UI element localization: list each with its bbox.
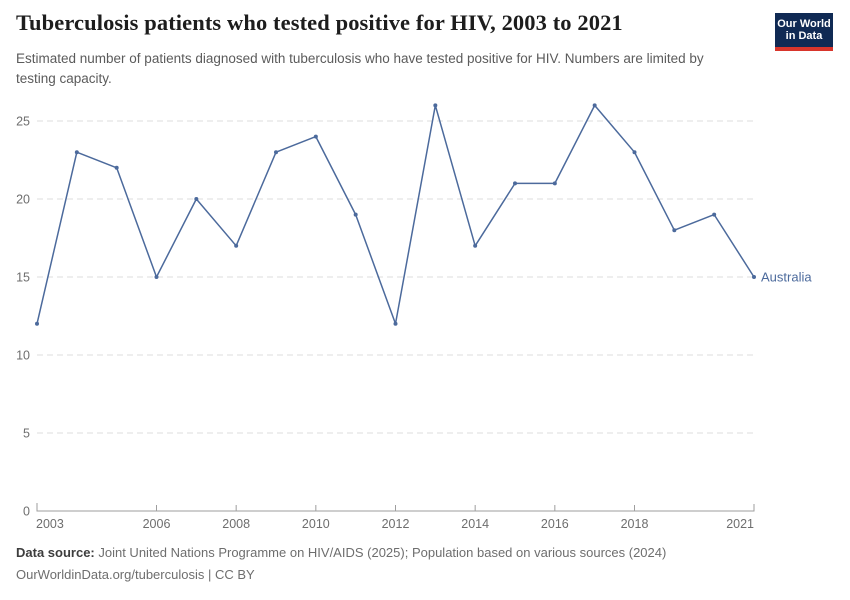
entity-label[interactable]: Australia — [761, 270, 812, 285]
data-point-marker[interactable] — [473, 243, 478, 248]
data-point-marker[interactable] — [234, 243, 239, 248]
y-tick-label: 15 — [16, 271, 30, 285]
owid-logo-line2: in Data — [785, 30, 823, 42]
page-title: Tuberculosis patients who tested positiv… — [16, 10, 623, 35]
data-point-marker[interactable] — [513, 181, 517, 186]
chart-footer: Data source: Joint United Nations Progra… — [16, 546, 826, 581]
x-tick-label: 2016 — [541, 517, 569, 531]
data-point-marker[interactable] — [752, 275, 756, 279]
y-tick-label: 20 — [16, 193, 30, 207]
data-point-marker[interactable] — [552, 181, 557, 186]
owid-logo[interactable]: Our World in Data — [775, 13, 833, 51]
y-tick-label: 5 — [23, 427, 30, 441]
x-tick-label: 2008 — [222, 517, 250, 531]
data-point-marker[interactable] — [74, 150, 79, 155]
y-tick-label: 0 — [23, 505, 30, 519]
y-tick-label: 10 — [16, 349, 30, 363]
data-source-line: Data source: Joint United Nations Progra… — [16, 546, 826, 559]
x-tick-label: 2021 — [726, 517, 754, 531]
data-source-label: Data source: — [16, 545, 95, 560]
data-point-marker[interactable] — [632, 150, 637, 155]
series-australia: Australia — [35, 103, 812, 326]
data-point-marker[interactable] — [313, 134, 318, 139]
data-point-marker[interactable] — [712, 212, 717, 217]
data-point-marker[interactable] — [194, 197, 199, 201]
owid-logo-line1: Our World — [777, 17, 831, 30]
data-source-text: Joint United Nations Programme on HIV/AI… — [94, 545, 667, 560]
data-point-marker[interactable] — [433, 103, 438, 108]
x-tick-label: 2018 — [621, 517, 649, 531]
x-tick-label: 2014 — [461, 517, 489, 531]
page-subtitle: Estimated number of patients diagnosed w… — [16, 51, 704, 87]
x-tick-label: 2003 — [36, 517, 64, 531]
x-tick-label: 2006 — [143, 517, 171, 531]
data-point-marker[interactable] — [114, 165, 119, 170]
data-point-marker[interactable] — [353, 212, 358, 217]
x-tick-label: 2012 — [382, 517, 410, 531]
data-point-marker[interactable] — [592, 103, 597, 108]
data-point-marker[interactable] — [274, 150, 278, 155]
y-tick-label: 25 — [16, 115, 30, 129]
y-gridlines: 0 5 10 15 20 25 — [16, 115, 754, 519]
data-point-marker[interactable] — [154, 275, 159, 279]
x-tick-label: 2010 — [302, 517, 330, 531]
data-point-marker[interactable] — [35, 321, 39, 326]
x-axis: 2003 2006 2008 2010 2012 2014 2016 2018 2021 — [36, 503, 755, 531]
data-point-marker[interactable] — [672, 228, 677, 233]
data-point-marker[interactable] — [393, 321, 398, 326]
series-line — [36, 104, 755, 325]
attribution-line[interactable]: OurWorldinData.org/tuberculosis | CC BY — [16, 567, 255, 582]
